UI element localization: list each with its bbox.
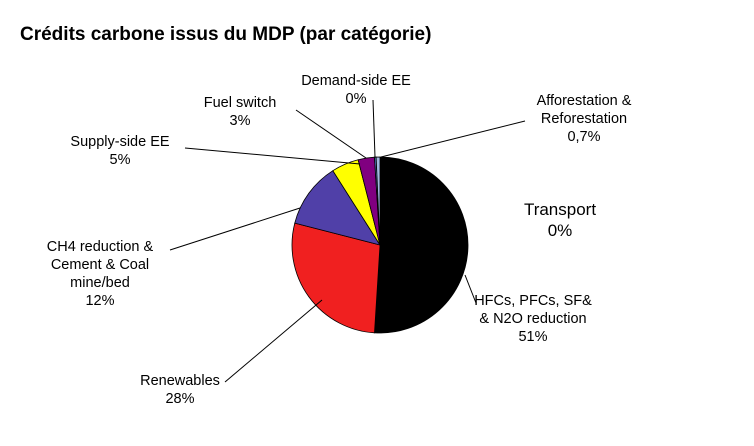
slice-label-line: 28%	[165, 391, 194, 407]
slice-label-renewables: Renewables 28%	[140, 373, 220, 407]
leader-line-afforestation	[380, 120, 526, 158]
slice-label-demand-side-ee: Demand-side EE 0%	[301, 73, 411, 107]
slice-label-line: Afforestation &	[537, 93, 632, 109]
slice-label-ch4-reduction: CH4 reduction & Cement & Coal mine/bed 12%	[47, 239, 154, 309]
slice-label-line: 51%	[518, 329, 547, 345]
slice-label-fuel-switch: Fuel switch 3%	[204, 95, 277, 129]
slice-label-line: Cement & Coal	[51, 257, 149, 273]
leader-line-demand-side-ee	[372, 99, 376, 158]
leader-line-hfcs-pfcs-sf	[464, 274, 477, 304]
slice-label-line: mine/bed	[70, 275, 130, 291]
pie-slice-hfcs-pfcs-sf	[374, 156, 469, 334]
slice-label-line: Supply-side EE	[70, 134, 169, 150]
slice-label-transport: Transport 0%	[524, 200, 596, 240]
slice-label-line: Transport	[524, 200, 596, 219]
slice-label-afforestation: Afforestation & Reforestation 0,7%	[537, 93, 632, 145]
leader-line-ch4-reduction	[169, 207, 301, 251]
leader-line-fuel-switch	[295, 109, 367, 159]
slice-label-line: CH4 reduction &	[47, 239, 154, 255]
leader-line-renewables	[224, 299, 323, 383]
slice-label-line: 12%	[85, 293, 114, 309]
slice-label-supply-side-ee: Supply-side EE 5%	[70, 134, 169, 168]
slice-label-line: 5%	[110, 152, 131, 168]
pie-slice-ch4-reduction	[294, 170, 381, 246]
pie-slice-afforestation	[375, 156, 381, 246]
slice-label-line: Demand-side EE	[301, 73, 411, 89]
slice-label-line: 0%	[548, 221, 573, 240]
slice-label-line: 0%	[346, 91, 367, 107]
slice-label-line: Reforestation	[541, 111, 627, 127]
slice-label-line: HFCs, PFCs, SF&	[474, 293, 592, 309]
leader-line-supply-side-ee	[184, 147, 361, 165]
pie-slice-renewables	[291, 222, 381, 334]
chart-title: Crédits carbone issus du MDP (par catégo…	[20, 24, 431, 45]
slice-label-hfcs-pfcs-sf: HFCs, PFCs, SF& & N2O reduction 51%	[474, 293, 592, 345]
slice-label-line: Fuel switch	[204, 95, 277, 111]
slice-label-line: Renewables	[140, 373, 220, 389]
slice-label-line: 3%	[230, 113, 251, 129]
slice-label-line: 0,7%	[567, 129, 600, 145]
slice-label-line: & N2O reduction	[479, 311, 586, 327]
